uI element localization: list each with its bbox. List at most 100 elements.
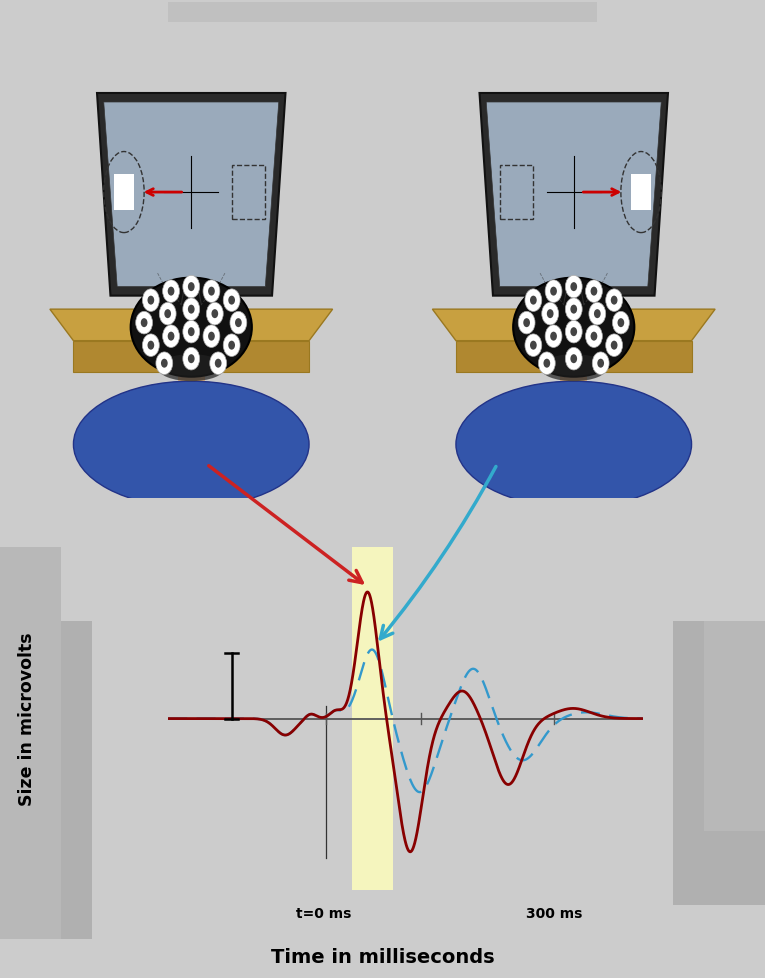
Bar — [673, 621, 765, 905]
Circle shape — [159, 303, 176, 326]
Circle shape — [591, 333, 597, 341]
Circle shape — [585, 326, 602, 348]
Circle shape — [547, 310, 554, 319]
Bar — [114, 175, 134, 211]
Ellipse shape — [73, 381, 309, 508]
Circle shape — [142, 334, 159, 357]
Circle shape — [188, 355, 194, 364]
Polygon shape — [104, 103, 278, 288]
Circle shape — [183, 298, 200, 321]
Circle shape — [163, 326, 180, 348]
Circle shape — [230, 312, 247, 334]
Circle shape — [543, 359, 550, 369]
Circle shape — [183, 276, 200, 298]
Circle shape — [550, 288, 557, 296]
Text: t=0 ms: t=0 ms — [295, 907, 351, 920]
Circle shape — [571, 283, 577, 291]
Circle shape — [550, 333, 557, 341]
Bar — [704, 621, 765, 831]
Circle shape — [525, 334, 542, 357]
Circle shape — [617, 319, 624, 328]
Circle shape — [223, 334, 240, 357]
Circle shape — [545, 326, 562, 348]
Polygon shape — [50, 310, 333, 341]
Circle shape — [592, 353, 609, 376]
Circle shape — [613, 312, 630, 334]
Circle shape — [142, 289, 159, 312]
Polygon shape — [480, 94, 668, 296]
Circle shape — [161, 359, 168, 369]
Ellipse shape — [540, 355, 607, 381]
Circle shape — [597, 359, 604, 369]
Circle shape — [539, 353, 555, 376]
Circle shape — [518, 312, 535, 334]
Circle shape — [545, 281, 562, 303]
Circle shape — [585, 281, 602, 303]
Polygon shape — [97, 94, 285, 296]
Circle shape — [207, 303, 223, 326]
Bar — [352, 548, 392, 890]
Circle shape — [164, 310, 171, 319]
Circle shape — [228, 341, 235, 350]
Circle shape — [211, 310, 218, 319]
Circle shape — [135, 312, 152, 334]
Circle shape — [188, 328, 194, 336]
Ellipse shape — [513, 279, 634, 378]
Polygon shape — [560, 350, 588, 381]
Bar — [0, 621, 92, 939]
Circle shape — [208, 333, 215, 341]
Circle shape — [571, 328, 577, 336]
Circle shape — [525, 289, 542, 312]
Circle shape — [210, 353, 226, 376]
Circle shape — [565, 348, 582, 371]
Polygon shape — [432, 310, 715, 341]
Polygon shape — [73, 341, 309, 373]
Circle shape — [163, 281, 180, 303]
Polygon shape — [177, 350, 205, 381]
Circle shape — [591, 288, 597, 296]
Circle shape — [148, 296, 155, 305]
Circle shape — [571, 355, 577, 364]
Circle shape — [565, 298, 582, 321]
Circle shape — [215, 359, 222, 369]
Ellipse shape — [456, 381, 692, 508]
Circle shape — [610, 341, 617, 350]
Bar — [631, 175, 651, 211]
Circle shape — [565, 276, 582, 298]
Text: Size in microvolts: Size in microvolts — [18, 632, 36, 806]
Polygon shape — [487, 103, 661, 288]
Circle shape — [606, 334, 623, 357]
Circle shape — [606, 289, 623, 312]
Circle shape — [208, 288, 215, 296]
Ellipse shape — [158, 355, 225, 381]
Circle shape — [228, 296, 235, 305]
Circle shape — [610, 296, 617, 305]
Text: 300 ms: 300 ms — [526, 907, 582, 920]
Bar — [0, 548, 61, 939]
Circle shape — [589, 303, 606, 326]
Circle shape — [565, 321, 582, 343]
Circle shape — [168, 333, 174, 341]
Bar — [168, 3, 597, 23]
Circle shape — [183, 348, 200, 371]
Circle shape — [156, 353, 173, 376]
Bar — [232, 166, 265, 220]
Circle shape — [530, 341, 537, 350]
Circle shape — [188, 283, 194, 291]
Polygon shape — [456, 341, 692, 373]
Bar — [500, 166, 533, 220]
Circle shape — [203, 281, 220, 303]
Circle shape — [183, 321, 200, 343]
Circle shape — [223, 289, 240, 312]
Text: Time in milliseconds: Time in milliseconds — [271, 948, 494, 966]
Circle shape — [235, 319, 242, 328]
Circle shape — [203, 326, 220, 348]
Circle shape — [542, 303, 558, 326]
Circle shape — [168, 288, 174, 296]
Ellipse shape — [131, 279, 252, 378]
Circle shape — [188, 305, 194, 314]
Circle shape — [594, 310, 601, 319]
Circle shape — [571, 305, 577, 314]
Circle shape — [141, 319, 148, 328]
Circle shape — [530, 296, 537, 305]
